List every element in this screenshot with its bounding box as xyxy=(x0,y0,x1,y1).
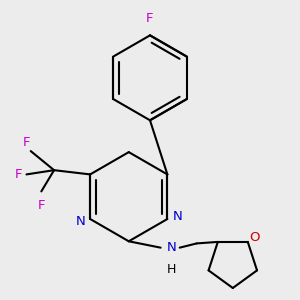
Text: H: H xyxy=(167,262,176,275)
Text: F: F xyxy=(15,168,22,181)
Text: N: N xyxy=(172,210,182,224)
Text: N: N xyxy=(75,214,85,228)
Text: N: N xyxy=(167,241,177,254)
Text: F: F xyxy=(38,199,45,212)
Text: F: F xyxy=(146,12,154,25)
Text: O: O xyxy=(249,231,260,244)
Text: F: F xyxy=(23,136,30,149)
